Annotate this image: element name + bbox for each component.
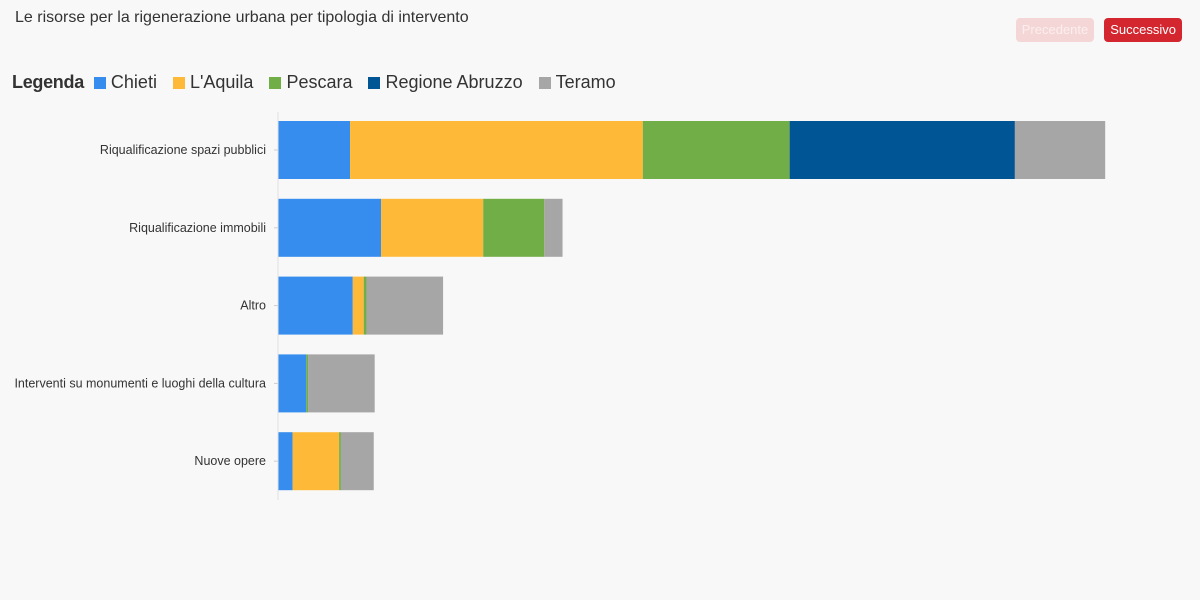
bar-segment[interactable] [278, 432, 293, 491]
legend-item-laquila[interactable]: L'Aquila [172, 72, 254, 93]
navigation: Precedente Successivo [1015, 18, 1182, 42]
legend-title: Legenda [12, 72, 84, 92]
next-button[interactable]: Successivo [1104, 18, 1182, 42]
legend-item-teramo[interactable]: Teramo [538, 72, 616, 93]
legend-item-regione-abruzzo[interactable]: Regione Abruzzo [368, 72, 523, 93]
bar-segment[interactable] [363, 276, 367, 335]
legend-swatch [93, 76, 106, 89]
category-label: Nuove opere [194, 454, 266, 468]
bar-segment[interactable] [1014, 121, 1106, 179]
legend-swatch [368, 76, 381, 89]
category-label: Riqualificazione immobili [129, 221, 266, 235]
previous-button[interactable]: Precedente [1015, 18, 1095, 42]
category-label: Interventi su monumenti e luoghi della c… [14, 376, 266, 390]
bar-segment[interactable] [352, 276, 364, 335]
bar-segment[interactable] [306, 354, 309, 413]
bar-segment[interactable] [483, 198, 545, 257]
bar-segment[interactable] [340, 432, 374, 491]
legend-label: Pescara [286, 72, 353, 92]
bar-segment[interactable] [278, 276, 353, 335]
legend-label: Teramo [555, 72, 616, 92]
category-label: Altro [240, 299, 266, 313]
legend-item-chieti[interactable]: Chieti [93, 72, 157, 93]
legend-label: Chieti [110, 72, 157, 92]
bar-segment[interactable] [308, 354, 375, 413]
legend-swatch [269, 76, 282, 89]
legend-swatch [172, 76, 185, 89]
bar-segment[interactable] [381, 198, 484, 257]
bar-segment[interactable] [789, 121, 1015, 179]
legend-item-pescara[interactable]: Pescara [269, 72, 352, 93]
bar-segment[interactable] [292, 432, 340, 491]
legend: Legenda Chieti L'Aquila Pescara Regione … [12, 72, 632, 93]
legend-label: Regione Abruzzo [385, 72, 523, 92]
bar-segment[interactable] [350, 121, 643, 179]
bar-segment[interactable] [544, 198, 563, 257]
chart-title: Le risorse per la rigenerazione urbana p… [15, 9, 469, 26]
bar-segment[interactable] [278, 198, 382, 257]
category-label: Riqualificazione spazi pubblici [100, 143, 266, 157]
bar-segment[interactable] [366, 276, 444, 335]
category-labels: Riqualificazione spazi pubblici Riqualifi… [14, 143, 278, 468]
legend-swatch [538, 76, 551, 89]
bar-segment[interactable] [339, 432, 341, 491]
bars-layer [278, 121, 1106, 491]
legend-label: L'Aquila [189, 72, 254, 92]
bar-segment[interactable] [642, 121, 790, 179]
bar-segment[interactable] [278, 354, 307, 413]
bar-segment[interactable] [278, 121, 351, 179]
